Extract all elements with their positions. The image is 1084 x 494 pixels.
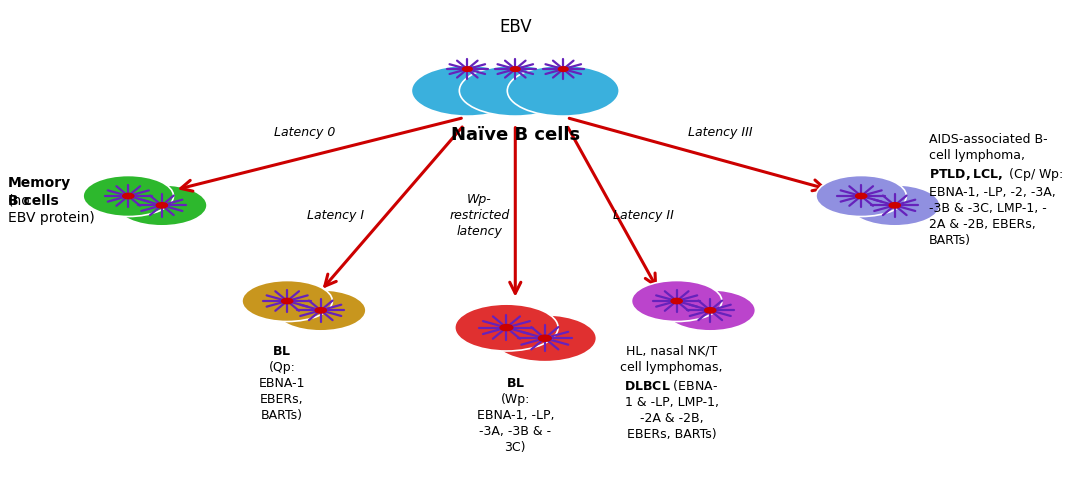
Ellipse shape xyxy=(632,281,722,322)
Text: HL, nasal NK/T
cell lymphomas,
$\bf{DLBCL}$ (EBNA-
1 & -LP, LMP-1,
-2A & -2B,
EB: HL, nasal NK/T cell lymphomas, $\bf{DLBC… xyxy=(620,345,723,441)
Text: Latency I: Latency I xyxy=(308,209,364,222)
Text: EBV: EBV xyxy=(499,18,531,36)
Ellipse shape xyxy=(507,65,619,116)
Circle shape xyxy=(282,298,293,304)
Ellipse shape xyxy=(275,290,366,331)
Ellipse shape xyxy=(411,65,524,116)
Text: Latency II: Latency II xyxy=(612,209,674,222)
Circle shape xyxy=(558,67,568,72)
Text: (no
EBV protein): (no EBV protein) xyxy=(8,194,94,225)
Circle shape xyxy=(500,325,513,330)
Circle shape xyxy=(539,335,551,341)
Text: Latency III: Latency III xyxy=(688,125,752,139)
Text: Latency 0: Latency 0 xyxy=(274,125,336,139)
Ellipse shape xyxy=(242,281,333,322)
Circle shape xyxy=(463,67,473,72)
Circle shape xyxy=(122,193,134,199)
Text: Memory
B cells: Memory B cells xyxy=(8,176,72,207)
Circle shape xyxy=(671,298,682,304)
Text: $\bf{BL}$
(Qp:
EBNA-1
EBERs,
BARTs): $\bf{BL}$ (Qp: EBNA-1 EBERs, BARTs) xyxy=(259,345,306,422)
Circle shape xyxy=(156,203,167,208)
Circle shape xyxy=(889,203,901,208)
Text: Naïve B cells: Naïve B cells xyxy=(451,126,580,144)
Ellipse shape xyxy=(493,315,596,362)
Circle shape xyxy=(315,308,326,313)
Circle shape xyxy=(511,67,520,72)
Ellipse shape xyxy=(83,175,173,216)
Ellipse shape xyxy=(455,304,558,351)
Circle shape xyxy=(705,308,715,313)
Ellipse shape xyxy=(666,290,756,331)
Text: $\bf{BL}$
(Wp:
EBNA-1, -LP,
-3A, -3B & -
3C): $\bf{BL}$ (Wp: EBNA-1, -LP, -3A, -3B & -… xyxy=(477,377,554,454)
Text: AIDS-associated B-
cell lymphoma,
$\bf{PTLD, LCL,}$ (Cp/ Wp:
EBNA-1, -LP, -2, -3: AIDS-associated B- cell lymphoma, $\bf{P… xyxy=(929,133,1063,247)
Ellipse shape xyxy=(460,65,571,116)
Ellipse shape xyxy=(117,185,207,226)
Circle shape xyxy=(855,193,867,199)
Ellipse shape xyxy=(850,185,940,226)
Ellipse shape xyxy=(816,175,906,216)
Text: Wp-
restricted
latency: Wp- restricted latency xyxy=(449,193,509,238)
